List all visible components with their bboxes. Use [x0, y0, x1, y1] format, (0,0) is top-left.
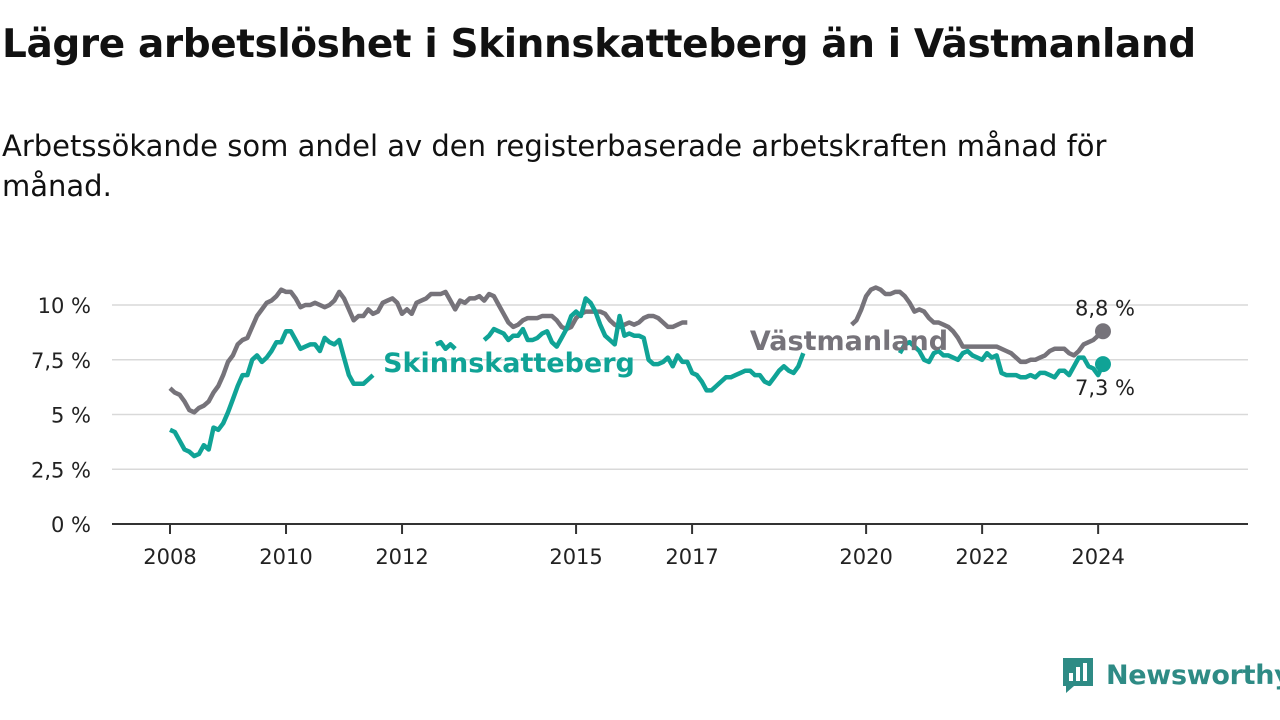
- x-tick-label: 2020: [839, 545, 892, 569]
- end-value-label: 7,3 %: [1075, 376, 1135, 400]
- series-line: [169, 296, 1106, 459]
- x-tick-label: 2022: [955, 545, 1008, 569]
- series-label: Västmanland: [750, 326, 948, 357]
- series-labels: 8,8 % 7,3 % Västmanland Skinnskatteberg: [383, 296, 1135, 400]
- newsworthy-logo: Newsworthy: [1060, 655, 1280, 695]
- x-tick-label: 2024: [1071, 545, 1124, 569]
- x-axis-ticks: 2008 2010 2012 2015 2017 2020 2022 2024: [143, 524, 1125, 569]
- y-tick-label: 10 %: [38, 294, 91, 318]
- series-label: Skinnskatteberg: [383, 348, 635, 379]
- y-tick-label: 2,5 %: [31, 458, 91, 482]
- x-tick-label: 2010: [259, 545, 312, 569]
- newsworthy-logo-icon: [1063, 658, 1093, 693]
- series-line: [168, 285, 1105, 415]
- end-value-label: 8,8 %: [1075, 296, 1135, 320]
- y-axis-ticks: 0 % 2,5 % 5 % 7,5 % 10 %: [31, 294, 91, 537]
- x-tick-label: 2017: [665, 545, 718, 569]
- series-lines: [168, 285, 1111, 459]
- x-tick-label: 2008: [143, 545, 196, 569]
- y-tick-label: 0 %: [51, 513, 91, 537]
- brand-name: Newsworthy: [1106, 659, 1280, 691]
- series-end-point: [1094, 356, 1111, 373]
- y-tick-label: 5 %: [51, 404, 91, 428]
- x-tick-label: 2012: [375, 545, 428, 569]
- series-end-point: [1094, 323, 1111, 340]
- x-tick-label: 2015: [549, 545, 602, 569]
- chart-subtitle: Arbetssökande som andel av den registerb…: [2, 129, 1107, 203]
- chart-title: Lägre arbetslöshet i Skinnskatteberg än …: [2, 22, 1196, 67]
- y-tick-label: 7,5 %: [31, 349, 91, 373]
